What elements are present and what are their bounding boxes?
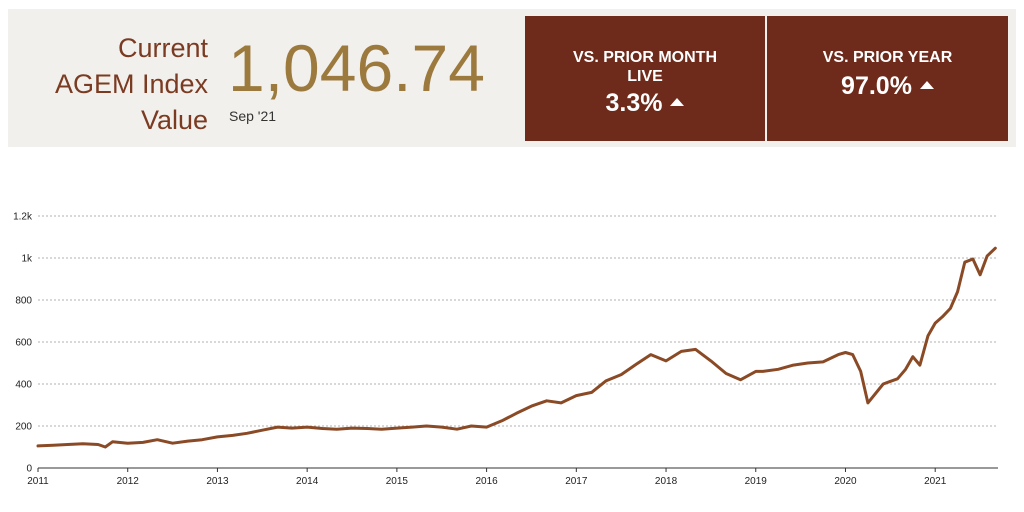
x-tick-label: 2011: [27, 476, 49, 487]
triangle-up-icon: [919, 81, 934, 90]
prior-month-value-text: 3.3%: [605, 89, 663, 117]
prior-month-value: 3.3%: [606, 88, 685, 118]
y-tick-label: 1k: [21, 254, 33, 265]
prior-year-title: VS. PRIOR YEAR: [822, 49, 953, 66]
x-tick-label: 2017: [565, 476, 588, 487]
x-tick-label: 2019: [745, 476, 768, 487]
y-tick-label: 400: [15, 380, 32, 391]
y-tick-label: 600: [15, 338, 32, 349]
prior-year-value-text: 97.0%: [841, 72, 912, 100]
prior-year-value: 97.0%: [841, 71, 934, 101]
y-tick-label: 1.2k: [13, 212, 33, 223]
prior-month-card: VS. PRIOR MONTH LIVE 3.3%: [525, 16, 765, 141]
x-tick-label: 2012: [117, 476, 140, 487]
x-tick-label: 2013: [206, 476, 229, 487]
index-label-line-3: Value: [140, 105, 208, 135]
x-tick-label: 2014: [296, 476, 319, 487]
prior-month-title-line-1: VS. PRIOR MONTH: [572, 49, 717, 66]
triangle-up-icon: [670, 98, 685, 107]
x-tick-label: 2020: [834, 476, 857, 487]
index-series-line: [36, 246, 997, 449]
index-label-line-2: AGEM Index: [54, 69, 208, 99]
x-tick-label: 2016: [475, 476, 498, 487]
prior-year-card: VS. PRIOR YEAR 97.0%: [767, 16, 1008, 141]
y-tick-label: 200: [15, 422, 32, 433]
y-tick-label: 800: [15, 296, 32, 307]
index-value: 1,046.74: [228, 31, 485, 105]
index-label: Current AGEM Index Value: [8, 30, 208, 138]
y-tick-label: 0: [26, 464, 32, 475]
agem-index-chart: 0 200 400 600 800 1k 1.2k 2011 2012 2013 2014 2015 2…: [13, 212, 998, 487]
prior-month-title-line-2: LIVE: [627, 68, 663, 85]
x-tick-label: 2018: [655, 476, 678, 487]
index-label-line-1: Current: [117, 33, 208, 63]
x-tick-label: 2015: [386, 476, 409, 487]
x-tick-label: 2021: [924, 476, 947, 487]
index-date: Sep '21: [229, 108, 277, 124]
